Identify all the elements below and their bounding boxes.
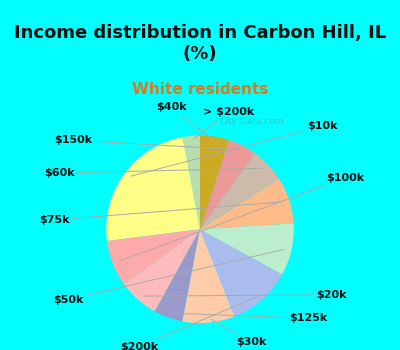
Wedge shape <box>106 137 200 241</box>
Text: Income distribution in Carbon Hill, IL
(%): Income distribution in Carbon Hill, IL (… <box>14 24 386 63</box>
Text: $125k: $125k <box>172 313 327 323</box>
Text: White residents: White residents <box>132 82 268 97</box>
Wedge shape <box>107 229 200 285</box>
Wedge shape <box>200 179 294 229</box>
Text: $20k: $20k <box>144 290 346 300</box>
Text: City-Data.com: City-Data.com <box>219 117 284 126</box>
Text: > $200k: > $200k <box>194 107 254 139</box>
Text: $100k: $100k <box>120 173 364 261</box>
Text: $75k: $75k <box>39 202 282 225</box>
Text: $50k: $50k <box>54 249 284 304</box>
Wedge shape <box>200 140 255 229</box>
Text: $30k: $30k <box>211 319 267 347</box>
Text: $60k: $60k <box>44 168 262 178</box>
Text: $10k: $10k <box>130 121 337 176</box>
Text: $200k: $200k <box>120 297 256 350</box>
Wedge shape <box>200 229 282 316</box>
Wedge shape <box>200 223 294 274</box>
Text: $40k: $40k <box>156 102 212 140</box>
Wedge shape <box>182 229 234 323</box>
Wedge shape <box>182 135 200 229</box>
Wedge shape <box>200 153 279 229</box>
Wedge shape <box>200 135 229 229</box>
Wedge shape <box>124 229 200 312</box>
Text: $150k: $150k <box>54 135 238 150</box>
Wedge shape <box>155 229 200 321</box>
